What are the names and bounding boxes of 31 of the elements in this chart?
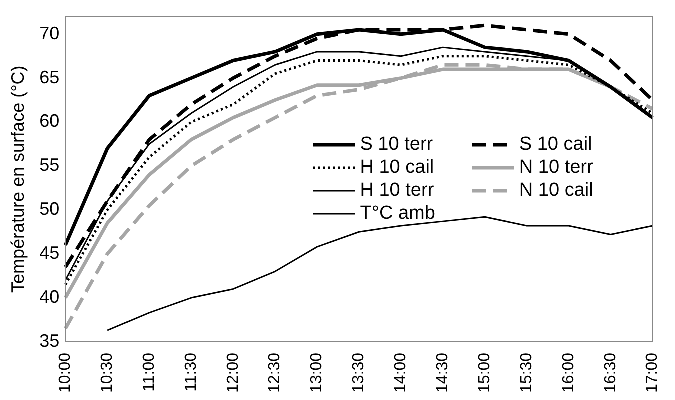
x-tick-label: 14:00 bbox=[392, 352, 410, 394]
y-tick-label: 45 bbox=[40, 243, 60, 264]
x-tick-label: 16:00 bbox=[560, 352, 578, 394]
legend-label: H 10 terr bbox=[360, 180, 434, 202]
x-tick-label: 13:30 bbox=[350, 352, 368, 394]
x-tick-label: 11:00 bbox=[140, 352, 158, 392]
x-tick-label: 10:00 bbox=[57, 352, 74, 394]
x-tick-label: 15:30 bbox=[518, 352, 536, 394]
x-tick-label: 13:00 bbox=[308, 352, 326, 394]
legend-label: S 10 terr bbox=[360, 134, 434, 156]
y-tick-label: 65 bbox=[40, 67, 60, 88]
y-axis-title: Température en surface (°C) bbox=[8, 66, 28, 294]
legend-label: S 10 cail bbox=[519, 134, 592, 156]
x-tick-label: 12:30 bbox=[266, 352, 284, 394]
x-tick-label: 11:30 bbox=[182, 352, 200, 392]
y-tick-label: 40 bbox=[40, 286, 60, 307]
y-tick-label: 55 bbox=[40, 155, 60, 176]
legend-label: T°C amb bbox=[360, 202, 436, 225]
legend-label: N 10 terr bbox=[519, 156, 594, 179]
x-tick-label: 17:00 bbox=[644, 352, 662, 394]
legend-label: H 10 cail bbox=[360, 156, 434, 179]
legend-label: N 10 cail bbox=[519, 180, 594, 202]
x-tick-label: 15:00 bbox=[476, 352, 494, 394]
x-tick-label: 10:30 bbox=[98, 352, 116, 394]
x-tick-label: 14:30 bbox=[434, 352, 452, 394]
y-tick-label: 60 bbox=[40, 111, 60, 132]
y-tick-label: 50 bbox=[40, 199, 60, 220]
x-tick-label: 16:30 bbox=[602, 352, 620, 394]
y-tick-label: 70 bbox=[40, 23, 60, 44]
x-tick-label: 12:00 bbox=[224, 352, 242, 394]
y-tick-label: 35 bbox=[40, 330, 60, 351]
